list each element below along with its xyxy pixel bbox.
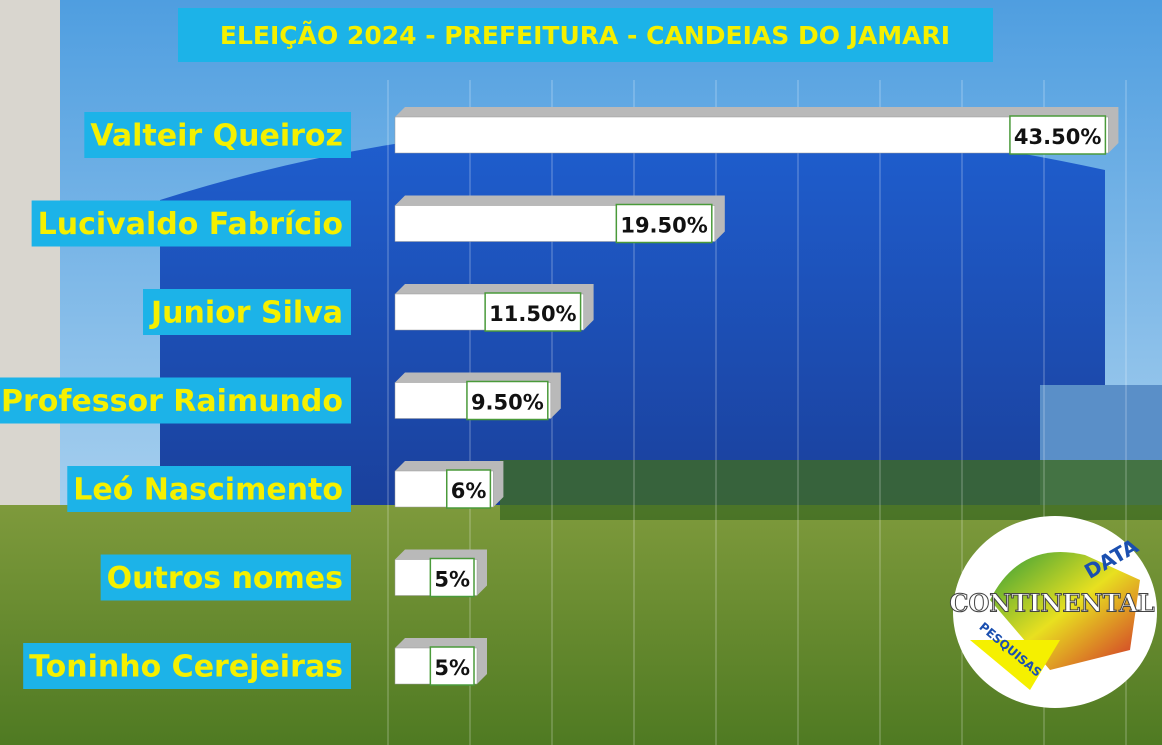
logo: DATA CONTINENTAL PESQUISAS xyxy=(949,516,1157,708)
value-box xyxy=(429,646,475,686)
category-box xyxy=(67,466,351,512)
value-label: 5% xyxy=(434,656,470,680)
category-label: Lucivaldo Fabrício xyxy=(38,207,343,242)
category-box xyxy=(31,200,351,247)
value-box xyxy=(466,380,549,421)
logo-text: CONTINENTAL xyxy=(949,589,1154,618)
value-label: 9.50% xyxy=(471,391,544,415)
value-box xyxy=(484,292,582,332)
title-box xyxy=(178,8,993,62)
bar-depth xyxy=(395,107,1119,153)
value-box xyxy=(1009,115,1107,155)
category-label: Professor Raimundo xyxy=(1,384,343,419)
value-label: 5% xyxy=(434,568,470,592)
value-label: 11.50% xyxy=(489,302,576,326)
value-box xyxy=(445,469,492,509)
value-box xyxy=(429,557,475,598)
category-box xyxy=(143,289,351,335)
bar xyxy=(394,116,1109,154)
category-box xyxy=(0,377,351,424)
chart-title: ELEIÇÃO 2024 - PREFEITURA - CANDEIAS DO … xyxy=(220,21,950,50)
value-box xyxy=(615,203,713,244)
category-box xyxy=(23,643,351,689)
value-label: 6% xyxy=(451,479,487,503)
value-label: 43.50% xyxy=(1014,125,1101,149)
category-box xyxy=(84,112,351,158)
category-box xyxy=(100,554,351,601)
bars: Valteir Queiroz 43.50% Lucivaldo Fabrício 1… xyxy=(0,107,1119,689)
bar-depth xyxy=(395,195,725,242)
category-label: Outros nomes xyxy=(107,561,343,596)
category-label: Junior Silva xyxy=(149,296,343,331)
value-label: 19.50% xyxy=(620,214,707,238)
category-label: Toninho Cerejeiras xyxy=(29,650,343,685)
category-label: Leó Nascimento xyxy=(73,473,343,508)
category-label: Valteir Queiroz xyxy=(90,119,343,154)
